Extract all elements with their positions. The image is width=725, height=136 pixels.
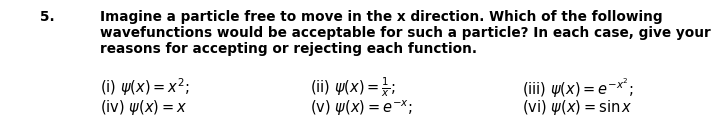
Text: wavefunctions would be acceptable for such a particle? In each case, give your: wavefunctions would be acceptable for su… [100, 26, 710, 40]
Text: 5.: 5. [40, 10, 54, 24]
Text: reasons for accepting or rejecting each function.: reasons for accepting or rejecting each … [100, 42, 477, 56]
Text: (vi) $\psi(x) = \sin x$: (vi) $\psi(x) = \sin x$ [522, 98, 632, 117]
Text: (i) $\psi(x) = x^2$;: (i) $\psi(x) = x^2$; [100, 76, 189, 98]
Text: (v) $\psi(x) = e^{-x}$;: (v) $\psi(x) = e^{-x}$; [310, 98, 413, 118]
Text: (iv) $\psi(x) = x$: (iv) $\psi(x) = x$ [100, 98, 187, 117]
Text: Imagine a particle free to move in the x direction. Which of the following: Imagine a particle free to move in the x… [100, 10, 663, 24]
Text: (ii) $\psi(x) = \frac{1}{x}$;: (ii) $\psi(x) = \frac{1}{x}$; [310, 76, 395, 99]
Text: (iii) $\psi(x) = e^{-x^2}$;: (iii) $\psi(x) = e^{-x^2}$; [522, 76, 634, 100]
